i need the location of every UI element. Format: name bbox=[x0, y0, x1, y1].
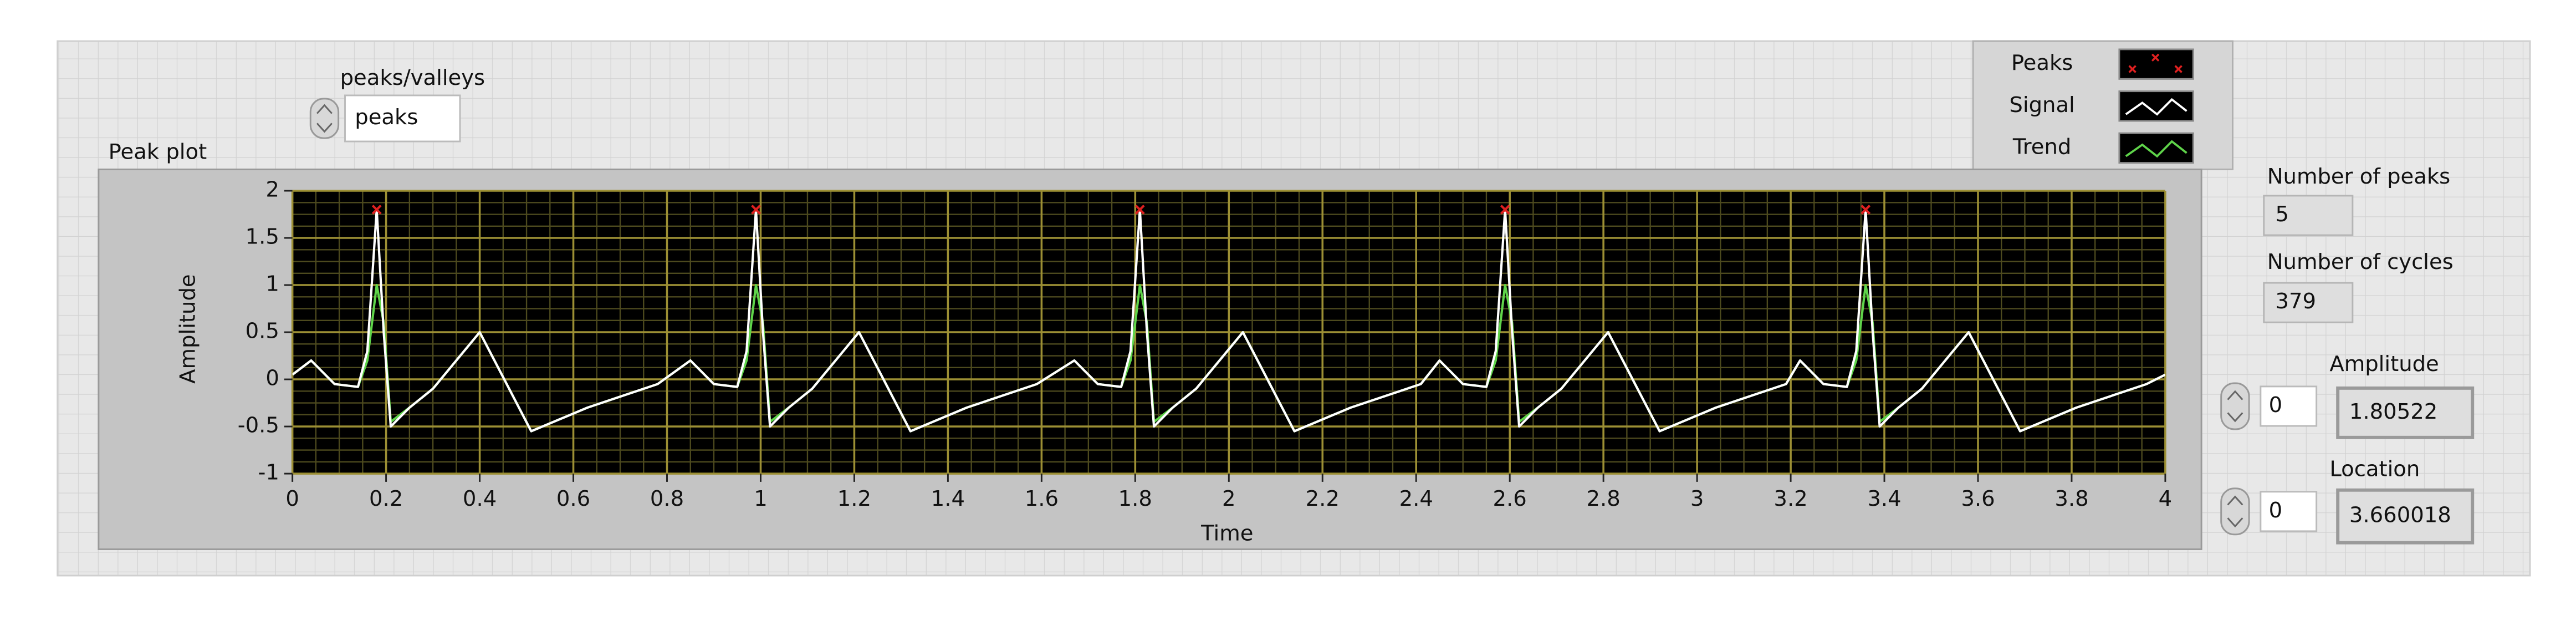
control-label: peaks/valleys bbox=[340, 65, 485, 90]
x-tick-label: 1.2 bbox=[837, 486, 871, 511]
index-spinner[interactable] bbox=[2220, 382, 2250, 430]
indicator-label: Amplitude bbox=[2329, 352, 2439, 377]
legend-label: Signal bbox=[2009, 93, 2074, 118]
spinner-arrows bbox=[2227, 495, 2243, 528]
legend-swatch bbox=[2118, 132, 2194, 164]
y-tick-label: 2 bbox=[265, 177, 279, 202]
y-tick-label: 1.5 bbox=[246, 225, 279, 250]
x-tick-label: 2 bbox=[1222, 486, 1236, 511]
indicator-value: 5 bbox=[2276, 202, 2289, 227]
indicator-label: Number of peaks bbox=[2267, 164, 2451, 189]
y-tick-label: 0 bbox=[265, 366, 279, 391]
legend-line bbox=[2125, 140, 2187, 158]
x-tick-label: 1.4 bbox=[931, 486, 965, 511]
indicator-box bbox=[2263, 282, 2354, 323]
plot-layer bbox=[292, 205, 2165, 433]
y-tick-label: 0.5 bbox=[246, 319, 279, 344]
peak-marker bbox=[751, 205, 761, 215]
indicator-box bbox=[2263, 195, 2354, 236]
indicator-label: Location bbox=[2329, 457, 2420, 482]
peak-marker bbox=[371, 205, 382, 215]
x-tick-label: 3.6 bbox=[1961, 486, 1995, 511]
x-tick-label: 2.6 bbox=[1493, 486, 1527, 511]
index-value: 0 bbox=[2269, 393, 2283, 418]
index-spinner[interactable] bbox=[2220, 487, 2250, 536]
spinner-arrows bbox=[2227, 390, 2243, 423]
x-tick-label: 1.6 bbox=[1025, 486, 1059, 511]
x-tick-label: 2.2 bbox=[1306, 486, 1340, 511]
x-tick-label: 3.2 bbox=[1773, 486, 1807, 511]
grid bbox=[291, 190, 2166, 475]
indicator-box bbox=[2336, 386, 2475, 439]
peak-marker bbox=[1134, 205, 1145, 215]
index-box[interactable] bbox=[2260, 491, 2318, 532]
x-tick-label: 3.8 bbox=[2054, 486, 2088, 511]
x-tick-label: 0.8 bbox=[650, 486, 684, 511]
x-tick-label: 3 bbox=[1690, 486, 1704, 511]
peak-marker bbox=[1861, 205, 1871, 215]
indicator-value: 1.80522 bbox=[2349, 399, 2437, 424]
x-tick-label: 1 bbox=[754, 486, 768, 511]
index-box[interactable] bbox=[2260, 385, 2318, 427]
legend-marker bbox=[2174, 65, 2183, 73]
legend-swatch bbox=[2118, 90, 2194, 122]
legend-marker bbox=[2128, 65, 2137, 73]
legend-line bbox=[2125, 98, 2187, 116]
x-tick-label: 2.4 bbox=[1399, 486, 1433, 511]
x-tick-label: 0.6 bbox=[556, 486, 590, 511]
y-tick-label: 1 bbox=[265, 272, 279, 297]
index-value: 0 bbox=[2269, 498, 2283, 523]
y-tick-label: -1 bbox=[258, 460, 279, 485]
ring-spinner[interactable] bbox=[309, 98, 340, 139]
y-tick-label: -0.5 bbox=[238, 413, 279, 438]
legend-marker bbox=[2151, 53, 2160, 62]
legend-label: Peaks bbox=[2011, 50, 2073, 75]
peak-marker bbox=[1500, 205, 1510, 215]
spinner-arrows bbox=[316, 104, 333, 133]
x-tick-label: 2.8 bbox=[1587, 486, 1621, 511]
x-tick-label: 0.2 bbox=[369, 486, 403, 511]
x-tick-label: 1.8 bbox=[1118, 486, 1152, 511]
x-tick-label: 0 bbox=[285, 486, 299, 511]
series-line bbox=[292, 208, 2165, 433]
indicator-label: Number of cycles bbox=[2267, 250, 2454, 275]
indicator-clip: 3.660018 bbox=[2349, 503, 2451, 528]
x-tick-label: 4 bbox=[2159, 486, 2173, 511]
y-axis-label: Amplitude bbox=[175, 274, 200, 384]
x-tick-label: 3.4 bbox=[1867, 486, 1901, 511]
indicator-box bbox=[2336, 488, 2475, 545]
indicator-value: 3.660018 bbox=[2349, 503, 2451, 528]
graph-title: Peak plot bbox=[109, 139, 207, 164]
indicator-value: 379 bbox=[2276, 289, 2317, 314]
ring-value: peaks bbox=[355, 105, 418, 130]
legend-label: Trend bbox=[2012, 134, 2071, 159]
x-tick-label: 0.4 bbox=[463, 486, 497, 511]
x-axis-label: Time bbox=[1200, 521, 1253, 546]
ring-value-box[interactable] bbox=[344, 94, 461, 143]
legend-swatch bbox=[2118, 48, 2194, 80]
